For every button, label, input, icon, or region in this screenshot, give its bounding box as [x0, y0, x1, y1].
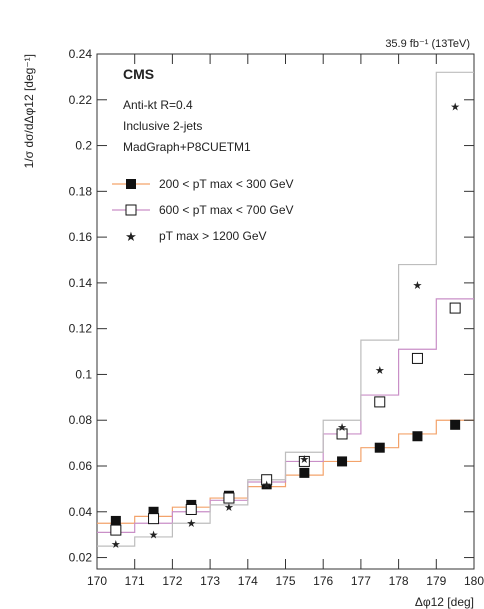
- experiment-label: CMS: [123, 66, 154, 82]
- y-tick-label: 0.02: [69, 551, 93, 565]
- annotation-generator: MadGraph+P8CUETM1: [123, 140, 251, 154]
- marker-filled-square: [110, 515, 121, 526]
- marker-open-square: [261, 474, 273, 486]
- marker-filled-square: [412, 431, 423, 442]
- marker-filled-square: [450, 419, 461, 430]
- x-axis-ticks: 170 171 172 173 174 175 176 177 178 179 180: [87, 54, 484, 588]
- y-tick-label: 0.2: [75, 139, 92, 153]
- x-tick-label: 172: [162, 574, 182, 588]
- mc-histograms: [97, 71, 474, 547]
- x-tick-label: 177: [351, 574, 371, 588]
- y-tick-label: 0.22: [69, 93, 93, 107]
- annotation-algo: Anti-kt R=0.4: [123, 98, 193, 112]
- marker-open-square: [148, 513, 160, 525]
- marker-star: ★: [375, 365, 385, 377]
- marker-open-square: [374, 396, 386, 408]
- x-tick-label: 176: [313, 574, 333, 588]
- x-tick-label: 173: [200, 574, 220, 588]
- y-tick-label: 0.18: [69, 184, 93, 198]
- marker-star: ★: [224, 502, 234, 514]
- marker-star: ★: [111, 539, 121, 551]
- mc-step-series-1: [97, 298, 474, 533]
- legend-marker-open-square: [125, 204, 137, 216]
- legend-label-0: 200 < pT max < 300 GeV: [159, 177, 294, 191]
- marker-star: ★: [413, 280, 423, 292]
- marker-filled-square: [299, 467, 310, 478]
- marker-filled-square: [337, 456, 348, 467]
- x-tick-label: 179: [426, 574, 446, 588]
- marker-open-square: [449, 302, 461, 314]
- marker-star: ★: [149, 530, 159, 542]
- x-tick-label: 174: [238, 574, 258, 588]
- marker-star: ★: [299, 454, 309, 466]
- legend-label-1: 600 < pT max < 700 GeV: [159, 203, 294, 217]
- y-tick-label: 0.06: [69, 459, 93, 473]
- marker-star: ★: [450, 102, 460, 114]
- legend-marker-star: ★: [125, 229, 137, 244]
- y-tick-label: 0.24: [69, 47, 93, 61]
- y-tick-label: 0.04: [69, 505, 93, 519]
- marker-star: ★: [186, 518, 196, 530]
- y-tick-label: 0.12: [69, 322, 93, 336]
- legend-marker-filled-square: [126, 179, 136, 189]
- y-axis-label: 1/σ dσ/dΔφ12 [deg⁻¹]: [22, 54, 36, 168]
- marker-open-square: [223, 492, 235, 504]
- annotation-selection: Inclusive 2-jets: [123, 119, 202, 133]
- y-tick-label: 0.16: [69, 230, 93, 244]
- legend: 200 < pT max < 300 GeV 600 < pT max < 70…: [112, 177, 294, 244]
- y-tick-label: 0.08: [69, 413, 93, 427]
- y-tick-label: 0.14: [69, 276, 93, 290]
- legend-label-2: pT max > 1200 GeV: [159, 229, 267, 243]
- marker-filled-square: [148, 506, 159, 517]
- mc-step-series-2: [97, 71, 474, 547]
- marker-star: ★: [262, 479, 272, 491]
- data-markers: ★ ★ ★ ★ ★ ★ ★ ★ ★ ★: [110, 102, 461, 551]
- marker-star: ★: [337, 422, 347, 434]
- marker-open-square: [336, 428, 348, 440]
- marker-open-square: [185, 503, 197, 515]
- marker-filled-square: [374, 442, 385, 453]
- x-tick-label: 175: [275, 574, 295, 588]
- x-tick-label: 170: [87, 574, 107, 588]
- y-tick-label: 0.1: [75, 367, 92, 381]
- x-tick-label: 180: [464, 574, 484, 588]
- x-axis-label: Δφ12 [deg]: [415, 595, 474, 609]
- x-tick-label: 171: [125, 574, 145, 588]
- x-tick-label: 178: [389, 574, 409, 588]
- marker-open-square: [411, 352, 423, 364]
- marker-open-square: [298, 455, 310, 467]
- y-axis-ticks: 0.02 0.04 0.06 0.08 0.1 0.12 0.14 0.16 0.18 0.2 0.…: [69, 47, 474, 565]
- lumi-label: 35.9 fb⁻¹ (13TeV): [385, 38, 470, 50]
- marker-open-square: [110, 524, 122, 536]
